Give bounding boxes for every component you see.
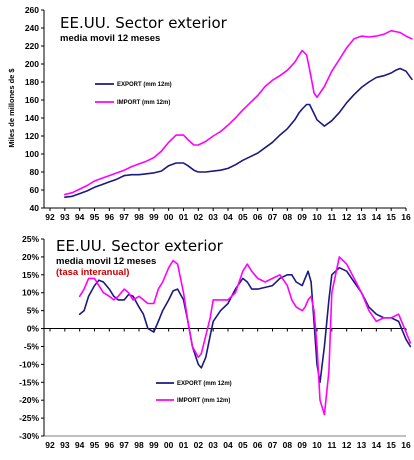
top-chart-legend: EXPORT (mm 12m) IMPORT (mm 12m) bbox=[95, 82, 172, 106]
top-x-tick-label: 04 bbox=[223, 212, 233, 222]
top-y-tick-label: 160 bbox=[25, 95, 39, 105]
bottom-x-tick-label: 05 bbox=[238, 440, 248, 450]
bottom-y-tick-label: -5% bbox=[24, 341, 40, 351]
top-y-tick-label: 180 bbox=[25, 77, 39, 87]
bottom-x-tick-label: 11 bbox=[327, 440, 336, 450]
bottom-y-tick-label: -30% bbox=[19, 431, 39, 441]
top-x-tick-label: 98 bbox=[134, 212, 144, 222]
bottom-series-import-line bbox=[78, 256, 412, 416]
top-chart: EE.UU. Sector exterior media movil 12 me… bbox=[7, 5, 413, 222]
top-x-tick-label: 95 bbox=[90, 212, 100, 222]
bottom-y-tick-label: -25% bbox=[19, 413, 39, 423]
bottom-x-tick-label: 14 bbox=[372, 440, 382, 450]
bottom-y-tick-label: -15% bbox=[19, 377, 39, 387]
bottom-x-tick-label: 92 bbox=[45, 440, 55, 450]
bottom-x-tick-label: 99 bbox=[149, 440, 159, 450]
top-y-tick-label: 60 bbox=[30, 185, 40, 195]
bottom-x-tick-label: 06 bbox=[253, 440, 263, 450]
bottom-x-tick-label: 00 bbox=[164, 440, 174, 450]
bottom-y-tick-label: 25% bbox=[22, 234, 39, 244]
top-legend-export-label: EXPORT (mm 12m) bbox=[117, 82, 172, 88]
bottom-y-tick-label: -10% bbox=[19, 359, 39, 369]
bottom-y-tick-label: -20% bbox=[19, 395, 39, 405]
top-x-tick-label: 05 bbox=[238, 212, 248, 222]
top-x-tick-label: 06 bbox=[253, 212, 263, 222]
bottom-x-tick-label: 10 bbox=[312, 440, 322, 450]
bottom-x-tick-label: 96 bbox=[105, 440, 115, 450]
top-x-tick-label: 97 bbox=[119, 212, 129, 222]
bottom-legend-export-label: EXPORT (mm 12m) bbox=[177, 381, 232, 387]
top-x-tick-label: 07 bbox=[268, 212, 278, 222]
bottom-chart-axes: -30% -25% -20% -15% -10% -5% 0% 5% 10% 15% 20% 25% 9… bbox=[19, 234, 411, 450]
top-x-tick-label: 92 bbox=[45, 212, 55, 222]
bottom-x-tick-label: 09 bbox=[297, 440, 307, 450]
top-x-tick-label: 16 bbox=[401, 212, 411, 222]
top-x-tick-label: 15 bbox=[386, 212, 396, 222]
bottom-chart: EE.UU. Sector exterior media movil 12 me… bbox=[19, 234, 412, 450]
bottom-y-tick-label: 5% bbox=[27, 306, 40, 316]
bottom-x-tick-label: 15 bbox=[386, 440, 396, 450]
top-x-tick-label: 10 bbox=[312, 212, 322, 222]
bottom-y-tick-label: 20% bbox=[22, 252, 39, 262]
top-y-tick-label: 40 bbox=[30, 203, 40, 213]
bottom-x-tick-label: 97 bbox=[119, 440, 129, 450]
top-chart-subtitle: media movil 12 meses bbox=[60, 33, 160, 44]
bottom-x-tick-label: 93 bbox=[60, 440, 70, 450]
bottom-y-tick-label: 0% bbox=[27, 324, 40, 334]
bottom-chart-annotation: (tasa interanual) bbox=[56, 267, 129, 278]
top-x-tick-label: 00 bbox=[164, 212, 174, 222]
top-series-export-line bbox=[64, 67, 413, 198]
top-x-tick-label: 12 bbox=[342, 212, 352, 222]
top-chart-y-axis-label: Miles de millones de $ bbox=[7, 68, 16, 148]
bottom-x-tick-label: 02 bbox=[194, 440, 204, 450]
top-x-tick-label: 02 bbox=[194, 212, 204, 222]
top-x-tick-label: 96 bbox=[105, 212, 115, 222]
bottom-x-tick-label: 12 bbox=[342, 440, 352, 450]
top-series-import-line bbox=[64, 29, 413, 196]
top-y-tick-label: 240 bbox=[25, 23, 39, 33]
bottom-chart-series bbox=[78, 256, 412, 416]
top-x-tick-label: 03 bbox=[208, 212, 218, 222]
bottom-legend-import-label: IMPORT (mm 12m) bbox=[177, 398, 230, 404]
bottom-x-tick-label: 94 bbox=[75, 440, 85, 450]
bottom-x-tick-label: 03 bbox=[208, 440, 218, 450]
top-chart-title: EE.UU. Sector exterior bbox=[60, 14, 228, 32]
top-y-tick-label: 200 bbox=[25, 59, 39, 69]
bottom-x-tick-label: 07 bbox=[268, 440, 278, 450]
bottom-x-tick-label: 08 bbox=[283, 440, 293, 450]
top-x-tick-label: 11 bbox=[327, 212, 336, 222]
top-y-tick-label: 80 bbox=[30, 167, 40, 177]
top-y-tick-label: 140 bbox=[25, 113, 39, 123]
top-x-tick-label: 13 bbox=[357, 212, 367, 222]
top-x-tick-label: 93 bbox=[60, 212, 70, 222]
bottom-y-tick-label: 10% bbox=[22, 288, 39, 298]
top-legend-import-label: IMPORT (mm 12m) bbox=[117, 100, 170, 106]
top-y-tick-label: 120 bbox=[25, 131, 39, 141]
top-x-tick-label: 01 bbox=[179, 212, 189, 222]
top-x-tick-label: 94 bbox=[75, 212, 85, 222]
top-chart-series bbox=[64, 29, 413, 198]
bottom-x-tick-label: 13 bbox=[357, 440, 367, 450]
top-x-tick-label: 09 bbox=[297, 212, 307, 222]
bottom-y-tick-label: 15% bbox=[22, 270, 39, 280]
bottom-x-tick-label: 04 bbox=[223, 440, 233, 450]
bottom-x-tick-label: 98 bbox=[134, 440, 144, 450]
bottom-x-tick-label: 95 bbox=[90, 440, 100, 450]
bottom-x-tick-label: 01 bbox=[179, 440, 189, 450]
top-x-tick-label: 08 bbox=[283, 212, 293, 222]
top-x-tick-label: 99 bbox=[149, 212, 159, 222]
bottom-series-export-line bbox=[78, 266, 412, 384]
top-y-tick-label: 100 bbox=[25, 149, 39, 159]
bottom-chart-legend: EXPORT (mm 12m) IMPORT (mm 12m) bbox=[156, 381, 232, 404]
bottom-chart-title: EE.UU. Sector exterior bbox=[56, 237, 224, 255]
top-x-tick-label: 14 bbox=[372, 212, 382, 222]
top-y-tick-label: 260 bbox=[25, 5, 39, 15]
top-y-tick-label: 220 bbox=[25, 41, 39, 51]
bottom-x-tick-label: 16 bbox=[401, 440, 411, 450]
bottom-chart-subtitle: media movil 12 meses bbox=[56, 256, 156, 267]
top-chart-axes: 40 60 80 100 120 140 160 180 200 220 240 260 92 93 94 9… bbox=[25, 5, 411, 222]
